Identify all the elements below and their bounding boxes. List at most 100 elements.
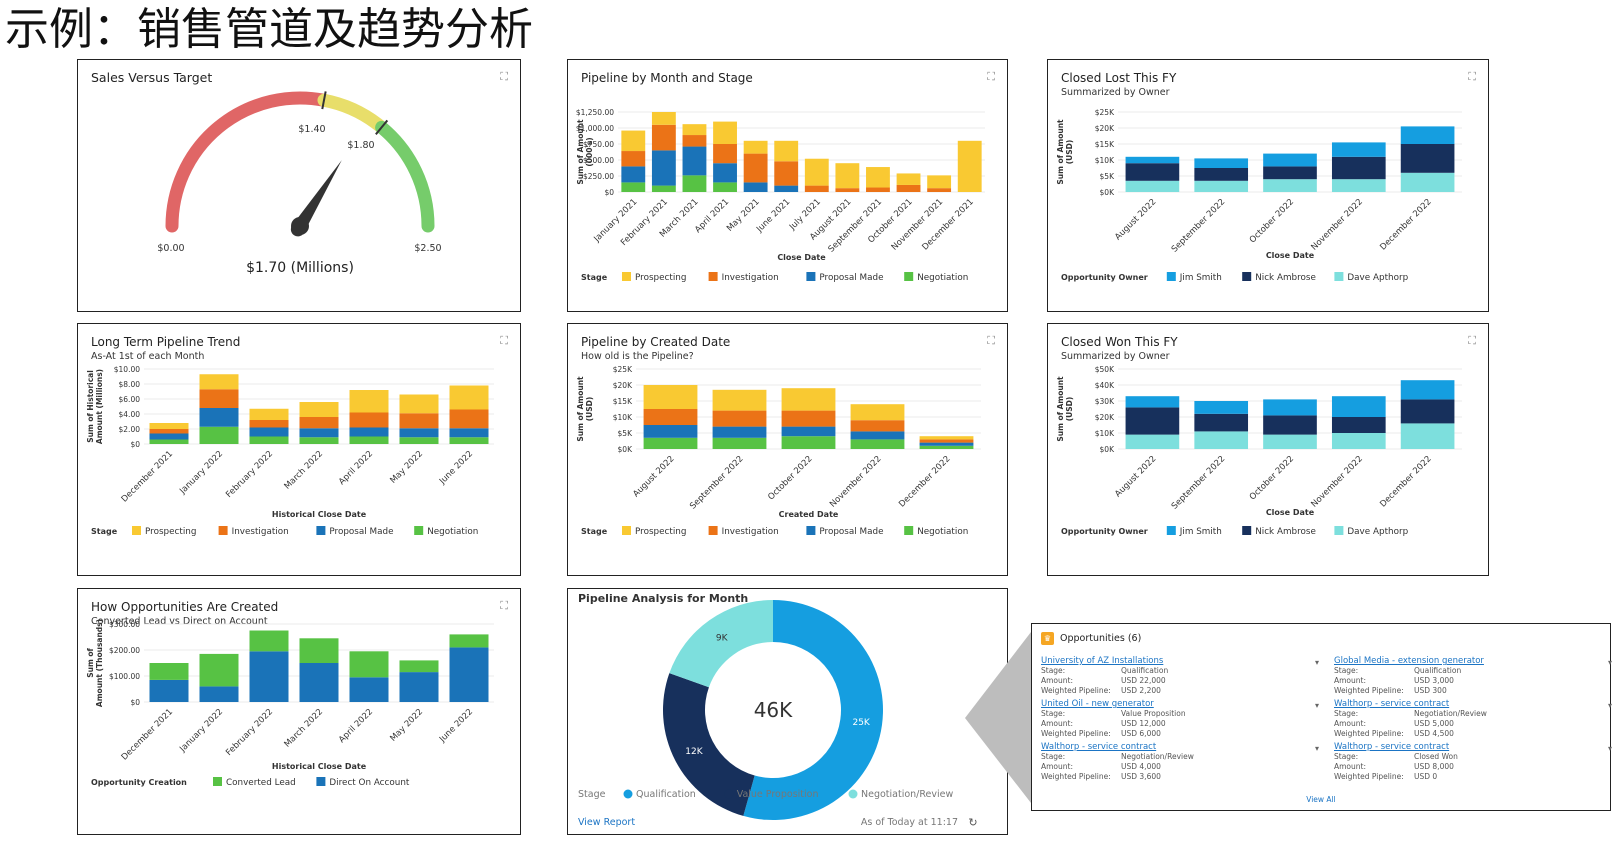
bar-segment[interactable]	[1194, 168, 1249, 181]
expand-icon[interactable]: ⛶	[500, 599, 508, 612]
bar-segment[interactable]	[643, 425, 698, 438]
expand-icon[interactable]: ⛶	[1468, 70, 1476, 83]
legend-label[interactable]: Converted Lead	[226, 778, 296, 788]
bar-segment[interactable]	[866, 167, 890, 188]
bar-segment[interactable]	[927, 175, 952, 189]
bar-segment[interactable]	[1331, 396, 1386, 417]
bar-segment[interactable]	[1400, 144, 1455, 173]
bar-segment[interactable]	[349, 436, 389, 445]
legend-label[interactable]: Dave Apthorp	[1347, 527, 1408, 537]
bar-segment[interactable]	[743, 182, 768, 192]
bar-segment[interactable]	[621, 166, 646, 183]
bar-segment[interactable]	[743, 140, 768, 154]
opportunity-name-link[interactable]: University of AZ Installations	[1041, 656, 1164, 666]
bar-segment[interactable]	[621, 182, 646, 192]
bar-segment[interactable]	[651, 124, 676, 151]
bar-segment[interactable]	[919, 439, 974, 443]
bar-segment[interactable]	[299, 638, 339, 663]
legend-label[interactable]: Dave Apthorp	[1347, 273, 1408, 283]
bar-segment[interactable]	[643, 437, 698, 449]
bar-segment[interactable]	[249, 630, 289, 652]
legend-label[interactable]: Negotiation	[917, 273, 968, 283]
bar-segment[interactable]	[781, 426, 836, 437]
bar-segment[interactable]	[712, 389, 767, 411]
bar-segment[interactable]	[1194, 413, 1249, 432]
bar-segment[interactable]	[774, 140, 799, 162]
bar-segment[interactable]	[449, 437, 489, 444]
expand-icon[interactable]: ⛶	[987, 70, 995, 83]
bar-segment[interactable]	[249, 408, 289, 420]
bar-segment[interactable]	[399, 394, 439, 414]
legend-label[interactable]: Direct On Account	[329, 778, 410, 788]
bar-segment[interactable]	[249, 420, 289, 428]
bar-segment[interactable]	[781, 410, 836, 427]
row-menu-chevron-icon[interactable]: ▾	[1607, 744, 1612, 753]
expand-icon[interactable]: ⛶	[987, 334, 995, 347]
row-menu-chevron-icon[interactable]: ▾	[1314, 658, 1319, 667]
bar-segment[interactable]	[349, 427, 389, 437]
bar-segment[interactable]	[643, 409, 698, 425]
bar-segment[interactable]	[1263, 399, 1317, 416]
expand-icon[interactable]: ⛶	[500, 334, 508, 347]
bar-segment[interactable]	[299, 437, 339, 444]
bar-segment[interactable]	[896, 184, 921, 192]
bar-segment[interactable]	[621, 130, 646, 152]
bar-segment[interactable]	[249, 427, 289, 437]
bar-segment[interactable]	[1263, 179, 1317, 192]
bar-segment[interactable]	[682, 135, 707, 147]
bar-segment[interactable]	[199, 389, 239, 408]
bar-segment[interactable]	[713, 163, 737, 183]
bar-segment[interactable]	[449, 409, 489, 429]
bar-segment[interactable]	[1125, 407, 1180, 435]
bar-segment[interactable]	[299, 663, 339, 702]
bar-segment[interactable]	[199, 686, 239, 702]
bar-segment[interactable]	[713, 121, 737, 144]
bar-segment[interactable]	[299, 428, 339, 438]
bar-segment[interactable]	[712, 426, 767, 438]
bar-segment[interactable]	[449, 385, 489, 410]
opportunity-name-link[interactable]: Walthorp - service contract	[1334, 699, 1450, 709]
bar-segment[interactable]	[1400, 399, 1455, 424]
bar-segment[interactable]	[1400, 126, 1455, 144]
bar-segment[interactable]	[1125, 180, 1180, 192]
bar-segment[interactable]	[1125, 163, 1180, 181]
legend-label[interactable]: Prospecting	[635, 273, 686, 283]
legend-label[interactable]: Nick Ambrose	[1255, 273, 1316, 283]
bar-segment[interactable]	[1194, 431, 1249, 449]
bar-segment[interactable]	[399, 413, 439, 429]
legend-label[interactable]: Jim Smith	[1179, 273, 1222, 283]
bar-segment[interactable]	[1263, 166, 1317, 180]
bar-segment[interactable]	[299, 402, 339, 417]
opportunity-name-link[interactable]: Global Media - extension generator	[1334, 656, 1484, 666]
bar-segment[interactable]	[850, 439, 905, 449]
bar-segment[interactable]	[1263, 153, 1317, 167]
bar-segment[interactable]	[349, 390, 389, 413]
bar-segment[interactable]	[927, 188, 952, 192]
bar-segment[interactable]	[1400, 380, 1455, 400]
bar-segment[interactable]	[712, 410, 767, 427]
bar-segment[interactable]	[1194, 158, 1249, 168]
legend-label[interactable]: Jim Smith	[1179, 527, 1222, 537]
bar-segment[interactable]	[850, 420, 905, 432]
bar-segment[interactable]	[651, 150, 676, 186]
legend-label[interactable]: Negotiation	[427, 527, 478, 537]
bar-segment[interactable]	[1400, 172, 1455, 192]
view-report-link[interactable]: View Report	[578, 817, 635, 828]
bar-segment[interactable]	[919, 436, 974, 440]
bar-segment[interactable]	[804, 158, 829, 186]
legend-label[interactable]: Prospecting	[635, 527, 686, 537]
expand-icon[interactable]: ⛶	[500, 70, 508, 83]
bar-segment[interactable]	[349, 651, 389, 678]
bar-segment[interactable]	[149, 439, 189, 445]
bar-segment[interactable]	[781, 436, 836, 449]
bar-segment[interactable]	[1331, 433, 1386, 449]
bar-segment[interactable]	[1125, 396, 1180, 408]
refresh-icon[interactable]: ↻	[968, 816, 977, 829]
opportunity-name-link[interactable]: Walthorp - service contract	[1334, 742, 1450, 752]
bar-segment[interactable]	[399, 428, 439, 438]
bar-segment[interactable]	[781, 388, 836, 411]
opportunity-name-link[interactable]: United Oil - new generator	[1041, 699, 1154, 709]
row-menu-chevron-icon[interactable]: ▾	[1314, 744, 1319, 753]
bar-segment[interactable]	[149, 679, 189, 702]
donut-slice[interactable]	[663, 673, 755, 816]
